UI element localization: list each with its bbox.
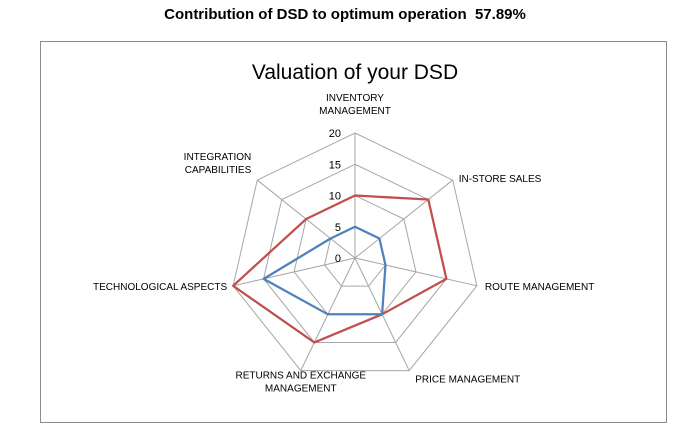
axis-label-line: INVENTORY [326,93,384,104]
series-layer [232,194,448,344]
axis-label: INTEGRATION CAPABILITIES [184,152,252,176]
grid-ring [232,132,478,372]
header-label: Contribution of DSD to optimum operation [164,6,467,23]
axis-spoke [233,257,356,287]
axis-label-line: ROUTE MANAGEMENT [485,282,594,293]
axis-label-line: MANAGEMENT [319,106,391,117]
axis-label-line: INTEGRATION [184,152,252,163]
tick-label: 20 [329,128,341,140]
tick-label: 0 [335,253,341,265]
series-line [232,194,448,344]
series-line [262,225,387,316]
radar-chart: Valuation of your DSD 0 5 10 15 20 INVENTORY… [93,61,594,395]
axis-label: PRICE MANAGEMENT [415,375,520,386]
axis-label-line: IN-STORE SALES [459,174,542,185]
axis-spoke [354,179,454,259]
axis-label: IN-STORE SALES [459,174,542,185]
label-layer: INVENTORY MANAGEMENT IN-STORE SALES ROUTE M… [93,93,594,395]
axis-label: TECHNOLOGICAL ASPECTS [93,282,227,293]
axis-label-line: PRICE MANAGEMENT [415,375,520,386]
axis-label-line: RETURNS AND EXCHANGE [235,371,366,382]
axis-label-line: CAPABILITIES [185,165,252,176]
header-value: 57.89% [474,6,526,23]
header-title: Contribution of DSD to optimum operation… [0,6,690,23]
axis-label: RETURNS AND EXCHANGE MANAGEMENT [235,371,366,395]
chart-title: Valuation of your DSD [252,61,458,84]
axis-label: INVENTORY MANAGEMENT [319,93,391,117]
tick-label: 5 [335,222,341,234]
axis-label-line: MANAGEMENT [265,384,337,395]
tick-label: 15 [329,159,341,171]
tick-layer: 0 5 10 15 20 [329,128,341,265]
axis-label-line: TECHNOLOGICAL ASPECTS [93,282,227,293]
axis-label: ROUTE MANAGEMENT [485,282,594,293]
chart-frame: Valuation of your DSD 0 5 10 15 20 INVENTORY… [40,41,667,423]
tick-label: 10 [329,191,341,203]
axis-spoke [354,257,477,287]
